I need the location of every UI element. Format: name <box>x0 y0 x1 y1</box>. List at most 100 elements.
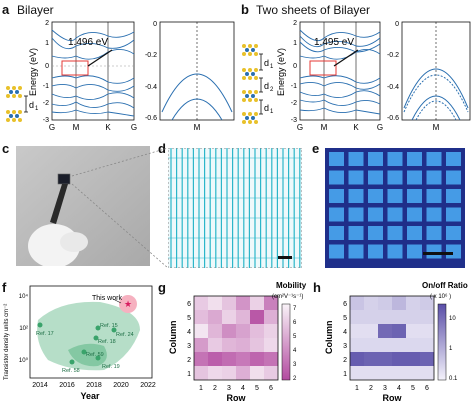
heatmap-cell <box>420 310 434 324</box>
heatmap-cell <box>364 338 378 352</box>
heatmap-cell <box>264 310 278 324</box>
gap-value-label: 1.495 eV <box>314 37 354 48</box>
tick-label: 2018 <box>86 382 102 389</box>
heatmap-cell <box>350 338 364 352</box>
tick-label: 10 <box>449 316 456 322</box>
device-cell <box>329 152 344 166</box>
heatmap-cell <box>194 310 208 324</box>
heatmap-cell <box>392 366 406 380</box>
heatmap-cell <box>250 338 264 352</box>
tick-label: 10⁴ <box>19 293 29 300</box>
device-cell <box>407 170 422 185</box>
heatmap-cell <box>236 366 250 380</box>
tick-label: 2 <box>369 385 373 392</box>
tick-label: 0 <box>153 21 157 28</box>
device-cell <box>426 152 442 166</box>
zoom-band-1 <box>403 68 469 109</box>
tick-label: -3 <box>43 117 49 124</box>
tick-label: -0.6 <box>145 115 157 122</box>
tick-label: M <box>321 123 328 132</box>
tick-label: 1 <box>187 371 191 378</box>
heatmap-cell <box>392 352 406 366</box>
tick-label: G <box>131 123 137 132</box>
device-cell <box>368 152 383 166</box>
tick-label: 3 <box>227 385 231 392</box>
x-axis-label: Row <box>383 393 403 403</box>
zoom-band-2 <box>403 74 469 113</box>
tick-label: 1 <box>355 385 359 392</box>
band-lines <box>299 29 381 115</box>
panel-a-letter: a <box>2 2 10 17</box>
panel-a-figure: d 1 1.496 eV 2 1 0 -1 -2 -3 Energy (eV) … <box>6 20 235 132</box>
heatmap-cell <box>378 366 392 380</box>
tick-label: 10⁰ <box>19 357 29 364</box>
layer-label-sub: 1 <box>35 106 39 112</box>
heatmap-cell <box>392 324 406 338</box>
tick-label: 0 <box>293 63 297 70</box>
tick-label: 0 <box>45 63 49 70</box>
device-cell <box>426 170 442 185</box>
tick-label: K <box>105 123 111 132</box>
tick-label: 3 <box>343 343 347 350</box>
heatmap-cell <box>208 352 222 366</box>
heatmap-cell <box>364 324 378 338</box>
layer-label-d: d <box>264 103 269 113</box>
tick-label: 4 <box>397 385 401 392</box>
tick-label: 6 <box>269 385 273 392</box>
heatmap-cell <box>194 352 208 366</box>
heatmap-cell <box>236 324 250 338</box>
device-array <box>329 152 461 259</box>
device-cell <box>387 226 403 240</box>
device-cell <box>329 170 344 185</box>
heatmap-cell <box>222 296 236 310</box>
tick-label: 3 <box>293 362 297 368</box>
ref-label: Ref. 24 <box>116 332 134 338</box>
heatmap-cell <box>406 338 420 352</box>
heatmap-cell <box>194 366 208 380</box>
tick-label: -0.2 <box>387 52 399 59</box>
tick-label: 3 <box>383 385 387 392</box>
scale-bar <box>278 256 292 259</box>
heatmap-cell <box>364 352 378 366</box>
tick-label: 5 <box>187 315 191 322</box>
heatmap-cell <box>392 338 406 352</box>
heatmap-cell <box>406 352 420 366</box>
tick-label: M <box>73 123 80 132</box>
heatmap-cell <box>378 296 392 310</box>
panel-f-letter: f <box>2 280 7 295</box>
device-cell <box>348 207 364 222</box>
tick-label: 6 <box>425 385 429 392</box>
band-lines <box>51 29 135 117</box>
heatmap-cell <box>350 296 364 310</box>
tick-label: 7 <box>293 306 297 312</box>
on-off-ratio-heatmap-cells <box>350 296 434 380</box>
device-cell <box>446 207 461 222</box>
heatmap-cell <box>350 352 364 366</box>
tick-label: M <box>194 123 201 132</box>
panel-b-letter: b <box>241 2 249 17</box>
layer-label-d: d <box>264 81 269 91</box>
heatmap-cell <box>264 366 278 380</box>
colorbar <box>281 303 291 381</box>
tick-label: 6 <box>187 301 191 308</box>
device-cell <box>426 189 442 203</box>
heatmap-cell <box>264 324 278 338</box>
device-cell <box>329 244 344 259</box>
device-cell <box>348 226 364 240</box>
device-cell <box>446 226 461 240</box>
array-grid-lines <box>168 148 302 268</box>
tick-label: G <box>49 123 55 132</box>
heatmap-cell <box>222 310 236 324</box>
panel-d-letter: d <box>158 141 166 156</box>
device-cell <box>329 207 344 222</box>
heatmap-cell <box>250 324 264 338</box>
device-cell <box>348 152 364 166</box>
band-structure-frame <box>51 21 135 121</box>
heatmap-cell <box>250 296 264 310</box>
heatmap-cell <box>350 324 364 338</box>
heatmap-cell <box>406 310 420 324</box>
colorbar <box>437 303 447 381</box>
device-cell <box>407 244 422 259</box>
mobility-heatmap-cells <box>194 296 278 380</box>
tick-label: 10² <box>19 326 28 332</box>
